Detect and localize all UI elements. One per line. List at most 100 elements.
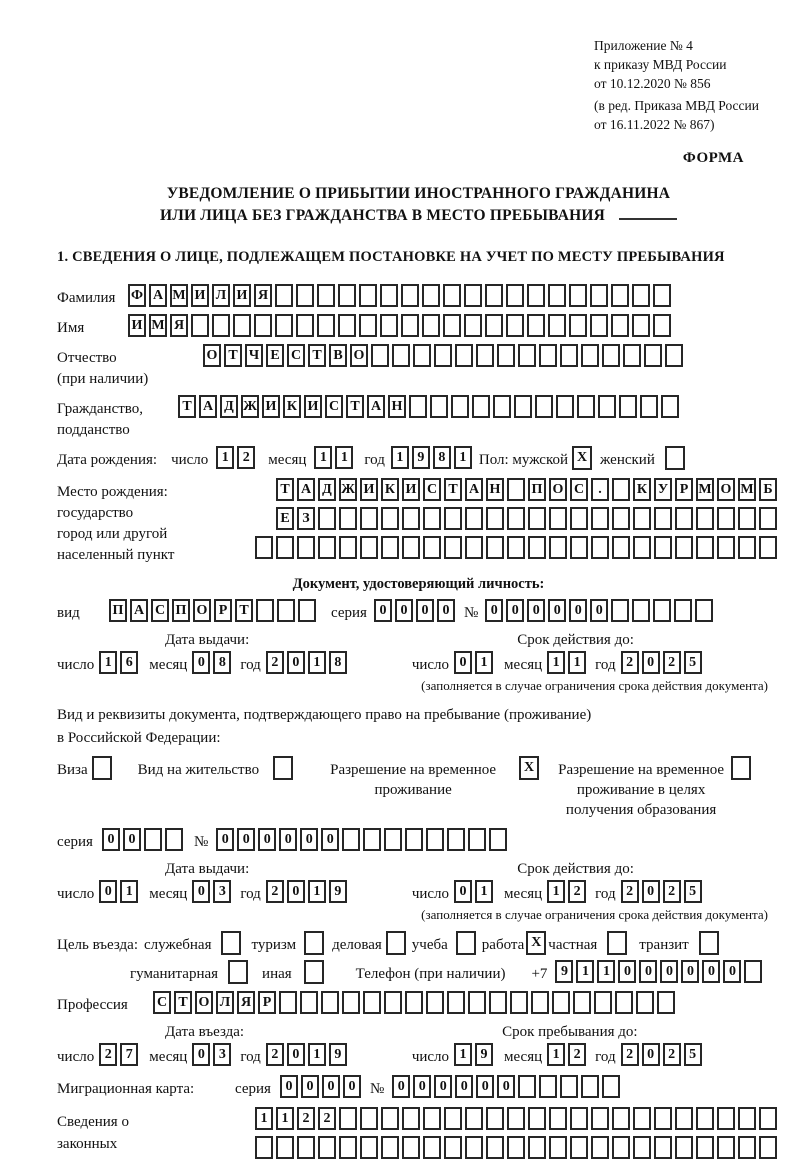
char-cell[interactable] xyxy=(549,536,567,559)
char-cell[interactable] xyxy=(486,507,504,530)
char-cell[interactable]: 7 xyxy=(120,1043,139,1066)
char-cell[interactable] xyxy=(434,344,452,367)
char-cell[interactable] xyxy=(695,599,714,622)
char-cell[interactable]: 0 xyxy=(641,651,660,674)
char-cell[interactable]: Е xyxy=(276,507,294,530)
char-cell[interactable]: 0 xyxy=(279,828,298,851)
char-cell[interactable]: Ж xyxy=(339,478,357,501)
char-cell[interactable] xyxy=(556,395,574,418)
char-cell[interactable] xyxy=(296,284,314,307)
char-cell[interactable]: 0 xyxy=(476,1075,495,1098)
char-cell[interactable] xyxy=(654,1136,672,1159)
char-cell[interactable]: 1 xyxy=(454,1043,473,1066)
birthplace-row3-cells[interactable] xyxy=(255,536,780,559)
sex-male-checkbox[interactable]: X xyxy=(572,446,593,470)
char-cell[interactable] xyxy=(485,284,503,307)
char-cell[interactable] xyxy=(359,284,377,307)
char-cell[interactable]: 8 xyxy=(213,651,232,674)
char-cell[interactable] xyxy=(654,536,672,559)
char-cell[interactable] xyxy=(531,991,549,1014)
char-cell[interactable] xyxy=(549,507,567,530)
char-cell[interactable]: Ф xyxy=(128,284,146,307)
char-cell[interactable] xyxy=(633,507,651,530)
char-cell[interactable]: 2 xyxy=(237,446,256,469)
char-cell[interactable]: 2 xyxy=(620,1043,639,1066)
char-cell[interactable] xyxy=(506,314,524,337)
char-cell[interactable]: 9 xyxy=(555,960,574,983)
char-cell[interactable] xyxy=(423,507,441,530)
char-cell[interactable]: 0 xyxy=(454,880,473,903)
char-cell[interactable]: И xyxy=(128,314,146,337)
char-cell[interactable]: 0 xyxy=(415,599,434,622)
char-cell[interactable]: Б xyxy=(759,478,777,501)
char-cell[interactable]: П xyxy=(528,478,546,501)
char-cell[interactable] xyxy=(738,536,756,559)
char-cell[interactable]: 1 xyxy=(547,651,566,674)
char-cell[interactable]: Я xyxy=(237,991,255,1014)
char-cell[interactable] xyxy=(633,1107,651,1130)
char-cell[interactable] xyxy=(738,507,756,530)
purpose-humanitarian-checkbox[interactable] xyxy=(228,960,249,984)
char-cell[interactable] xyxy=(696,536,714,559)
char-cell[interactable] xyxy=(255,536,273,559)
char-cell[interactable]: 2 xyxy=(568,1043,587,1066)
char-cell[interactable]: 0 xyxy=(192,1043,211,1066)
char-cell[interactable] xyxy=(507,1136,525,1159)
char-cell[interactable]: 0 xyxy=(618,960,637,983)
char-cell[interactable] xyxy=(632,599,651,622)
char-cell[interactable] xyxy=(570,1107,588,1130)
char-cell[interactable] xyxy=(318,507,336,530)
purpose-business-checkbox[interactable] xyxy=(385,931,406,955)
char-cell[interactable]: М xyxy=(696,478,714,501)
char-cell[interactable]: С xyxy=(325,395,343,418)
char-cell[interactable]: Т xyxy=(444,478,462,501)
char-cell[interactable] xyxy=(465,1107,483,1130)
char-cell[interactable]: Л xyxy=(212,284,230,307)
char-cell[interactable]: 0 xyxy=(373,599,392,622)
char-cell[interactable] xyxy=(402,1136,420,1159)
char-cell[interactable] xyxy=(275,284,293,307)
char-cell[interactable] xyxy=(591,507,609,530)
char-cell[interactable]: С xyxy=(153,991,171,1014)
char-cell[interactable]: Т xyxy=(235,599,253,622)
char-cell[interactable]: . xyxy=(591,478,609,501)
char-cell[interactable]: 0 xyxy=(681,960,700,983)
char-cell[interactable] xyxy=(401,284,419,307)
char-cell[interactable] xyxy=(342,828,361,851)
char-cell[interactable] xyxy=(506,284,524,307)
char-cell[interactable]: 0 xyxy=(548,599,567,622)
char-cell[interactable] xyxy=(570,536,588,559)
char-cell[interactable]: 1 xyxy=(216,446,235,469)
char-cell[interactable]: 0 xyxy=(286,880,305,903)
char-cell[interactable] xyxy=(423,1107,441,1130)
char-cell[interactable] xyxy=(552,991,570,1014)
char-cell[interactable] xyxy=(297,536,315,559)
char-cell[interactable] xyxy=(233,314,251,337)
purpose-tourism-checkbox[interactable] xyxy=(304,931,325,955)
char-cell[interactable] xyxy=(539,344,557,367)
char-cell[interactable] xyxy=(191,314,209,337)
char-cell[interactable]: 6 xyxy=(120,651,139,674)
char-cell[interactable]: 2 xyxy=(99,1043,118,1066)
char-cell[interactable]: Т xyxy=(276,478,294,501)
char-cell[interactable] xyxy=(528,536,546,559)
char-cell[interactable] xyxy=(402,536,420,559)
char-cell[interactable] xyxy=(653,314,671,337)
char-cell[interactable] xyxy=(360,507,378,530)
char-cell[interactable]: 0 xyxy=(286,651,305,674)
char-cell[interactable] xyxy=(443,284,461,307)
char-cell[interactable]: 0 xyxy=(258,828,277,851)
char-cell[interactable] xyxy=(510,991,528,1014)
char-cell[interactable] xyxy=(738,1136,756,1159)
char-cell[interactable] xyxy=(493,395,511,418)
char-cell[interactable]: Р xyxy=(258,991,276,1014)
char-cell[interactable] xyxy=(413,344,431,367)
